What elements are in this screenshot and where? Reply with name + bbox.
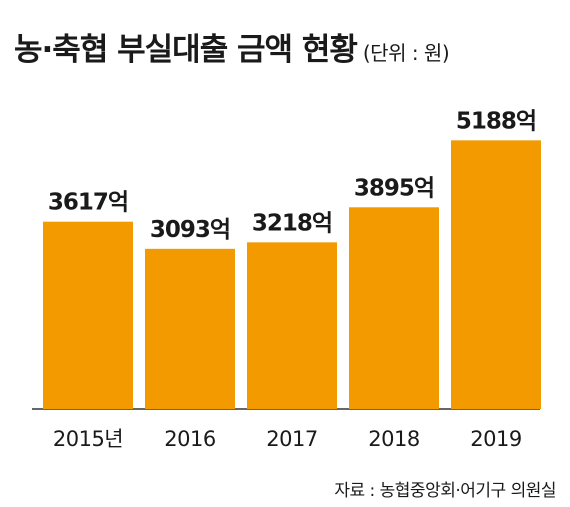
bar-2018 <box>349 207 439 409</box>
x-tick-label: 2016 <box>164 427 216 451</box>
bar-2016 <box>145 248 235 409</box>
value-label: 3218억 <box>252 210 332 236</box>
value-label: 3617억 <box>48 190 128 216</box>
bar-2015년 <box>43 221 133 409</box>
unit-note: (단위 : 원) <box>362 41 450 65</box>
bar-2017 <box>247 242 337 409</box>
value-label: 3895억 <box>354 175 434 201</box>
x-tick-label: 2015년 <box>53 427 123 451</box>
x-tick-label: 2018 <box>368 427 419 451</box>
source-note: 자료 : 농협중앙회·어기구 의원실 <box>334 481 556 501</box>
bar-2019 <box>451 140 541 410</box>
value-label: 5188억 <box>456 108 536 134</box>
value-label: 3093억 <box>150 217 230 243</box>
x-tick-label: 2017 <box>266 427 317 451</box>
title-row: 농·축협 부실대출 금액 현황 (단위 : 원) <box>14 24 450 69</box>
chart-title: 농·축협 부실대출 금액 현황 <box>14 32 358 68</box>
x-tick-label: 2019 <box>470 427 521 451</box>
